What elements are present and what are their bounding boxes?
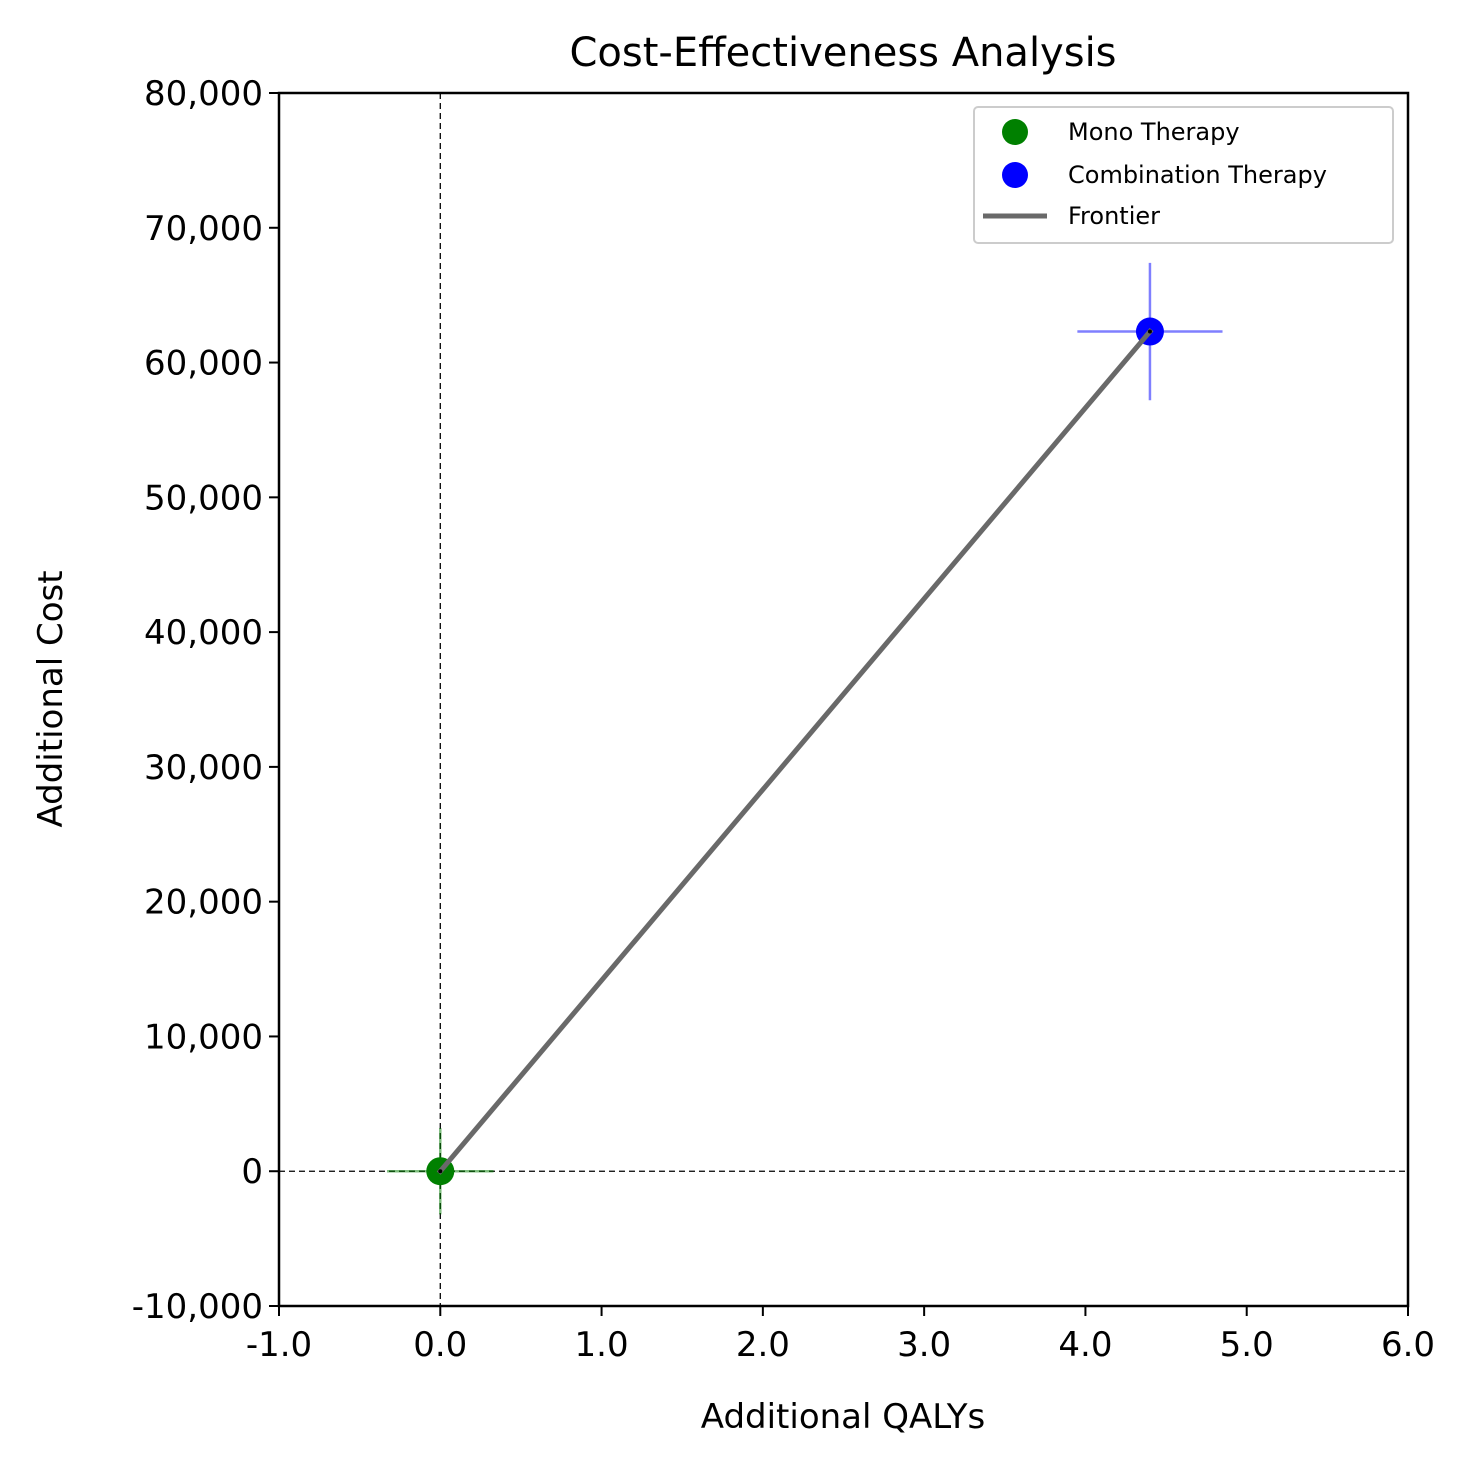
y-tick-label: 10,000 [144, 1017, 263, 1057]
y-axis-ticks: -10,000 0 10,000 20,000 30,000 40,000 50,000 60… [132, 74, 279, 1327]
y-tick-label: 80,000 [144, 74, 263, 114]
y-tick-label: 50,000 [144, 478, 263, 518]
y-tick-label: 0 [241, 1152, 263, 1192]
axes-frame [277, 91, 1410, 1308]
chart-title: Cost-Effectiveness Analysis [569, 30, 1116, 76]
frontier-vertex [438, 1169, 443, 1174]
legend-box [973, 106, 1394, 244]
frontier-line [436, 328, 1154, 1175]
y-tick-label: 60,000 [144, 344, 263, 384]
y-tick-label: 20,000 [144, 883, 263, 923]
x-tick-label: 0.0 [413, 1325, 467, 1365]
y-axis-label: Additional Cost [31, 570, 71, 827]
x-tick-label: 4.0 [1058, 1325, 1112, 1365]
x-axis-ticks: -1.0 0.0 1.0 2.0 3.0 4.0 5.0 6.0 [246, 1306, 1435, 1365]
legend-label-2: Frontier [1068, 202, 1160, 230]
legend: Mono Therapy Combination Therapy Frontier [973, 106, 1394, 244]
x-tick-label: 6.0 [1381, 1325, 1435, 1365]
x-axis-label: Additional QALYs [701, 1397, 985, 1437]
x-tick-label: 2.0 [736, 1325, 790, 1365]
x-tick-label: 5.0 [1220, 1325, 1274, 1365]
legend-label-0: Mono Therapy [1068, 118, 1240, 146]
frontier-vertex [1147, 329, 1152, 334]
plot-area [277, 91, 1410, 1308]
legend-label-1: Combination Therapy [1068, 161, 1327, 189]
legend-marker-1 [1002, 162, 1028, 188]
x-tick-label: -1.0 [246, 1325, 312, 1365]
x-tick-label: 1.0 [575, 1325, 629, 1365]
y-tick-label: -10,000 [132, 1287, 263, 1327]
y-tick-label: 40,000 [144, 613, 263, 653]
legend-marker-0 [1002, 119, 1028, 145]
y-tick-label: 30,000 [144, 748, 263, 788]
y-tick-label: 70,000 [144, 209, 263, 249]
x-tick-label: 3.0 [897, 1325, 951, 1365]
